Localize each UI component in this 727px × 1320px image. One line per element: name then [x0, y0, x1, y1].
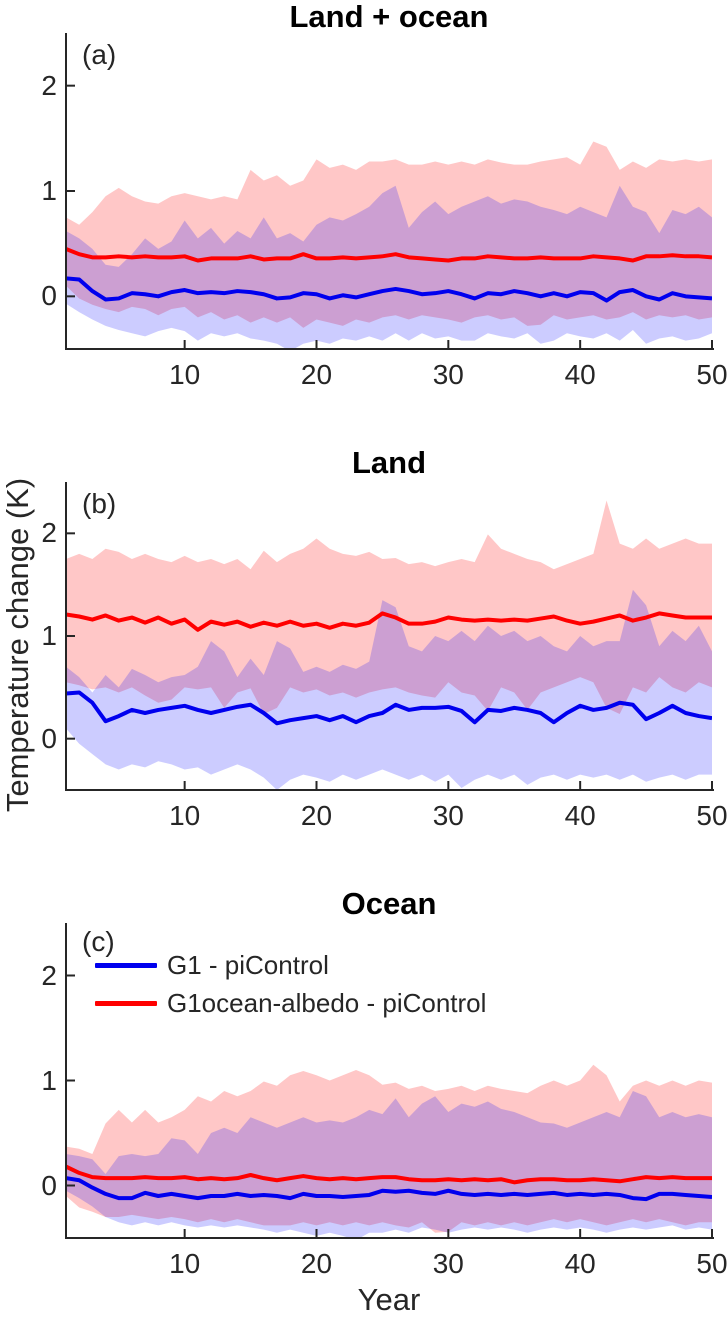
- panel-b-label: (b): [82, 488, 117, 519]
- uncertainty-band: [66, 589, 712, 790]
- panel-c-title: Ocean: [341, 886, 437, 921]
- legend-row-g1: G1 - piControl: [95, 948, 486, 982]
- panel-(a)-plot-area: [66, 141, 712, 349]
- y-tick-label: 1: [41, 620, 57, 651]
- x-tick-label: 40: [564, 359, 596, 390]
- x-tick-label: 20: [300, 359, 333, 390]
- panel-a-label: (a): [82, 39, 117, 70]
- uncertainty-band: [66, 500, 712, 715]
- x-axis-label: Year: [357, 1282, 421, 1317]
- legend-line-red: [95, 1000, 157, 1006]
- x-tick-label: 30: [432, 1248, 464, 1279]
- y-tick-label: 0: [41, 280, 57, 312]
- panel-b-title: Land: [351, 445, 427, 480]
- x-tick-label: 50: [696, 359, 727, 390]
- x-tick-label: 10: [169, 1248, 201, 1279]
- uncertainty-band: [66, 1064, 712, 1233]
- panel-(b)-plot-area: [66, 500, 712, 790]
- y-tick-label: 1: [41, 175, 57, 206]
- y-tick-label: 1: [41, 1064, 57, 1096]
- legend: G1 - piControl G1ocean-albedo - piContro…: [95, 948, 486, 1020]
- x-tick-label: 20: [300, 1248, 333, 1279]
- x-tick-label: 30: [432, 800, 464, 831]
- panel-c-label: (c): [82, 926, 115, 957]
- mean-line: [66, 276, 712, 303]
- legend-label-g1ocean: G1ocean-albedo - piControl: [167, 987, 487, 1018]
- uncertainty-band: [66, 141, 712, 328]
- mean-line: [66, 1176, 712, 1202]
- mean-line: [66, 690, 712, 726]
- y-tick-label: 2: [41, 959, 57, 991]
- x-tick-label: 50: [696, 1248, 727, 1279]
- y-tick-label: 2: [41, 69, 57, 101]
- x-tick-label: 20: [300, 800, 333, 831]
- x-tick-label: 10: [169, 359, 201, 390]
- legend-row-g1ocean: G1ocean-albedo - piControl: [95, 986, 486, 1020]
- x-tick-label: 30: [432, 359, 464, 390]
- y-tick-label: 0: [41, 1169, 57, 1201]
- x-tick-label: 10: [169, 800, 201, 831]
- y-tick-label: 2: [41, 517, 57, 549]
- uncertainty-band: [66, 1091, 712, 1238]
- uncertainty-band: [66, 185, 712, 349]
- panel-(c)-plot-area: [66, 1064, 712, 1238]
- x-tick-label: 50: [696, 800, 727, 831]
- legend-line-blue: [95, 962, 157, 968]
- y-tick-label: 0: [41, 722, 57, 754]
- mean-line: [66, 247, 712, 263]
- panel-a-title: Land + ocean: [289, 0, 489, 34]
- x-tick-label: 40: [564, 1248, 596, 1279]
- x-tick-label: 40: [564, 800, 596, 831]
- legend-label-g1: G1 - piControl: [167, 949, 329, 980]
- mean-line: [66, 1164, 712, 1185]
- mean-line: [66, 611, 712, 632]
